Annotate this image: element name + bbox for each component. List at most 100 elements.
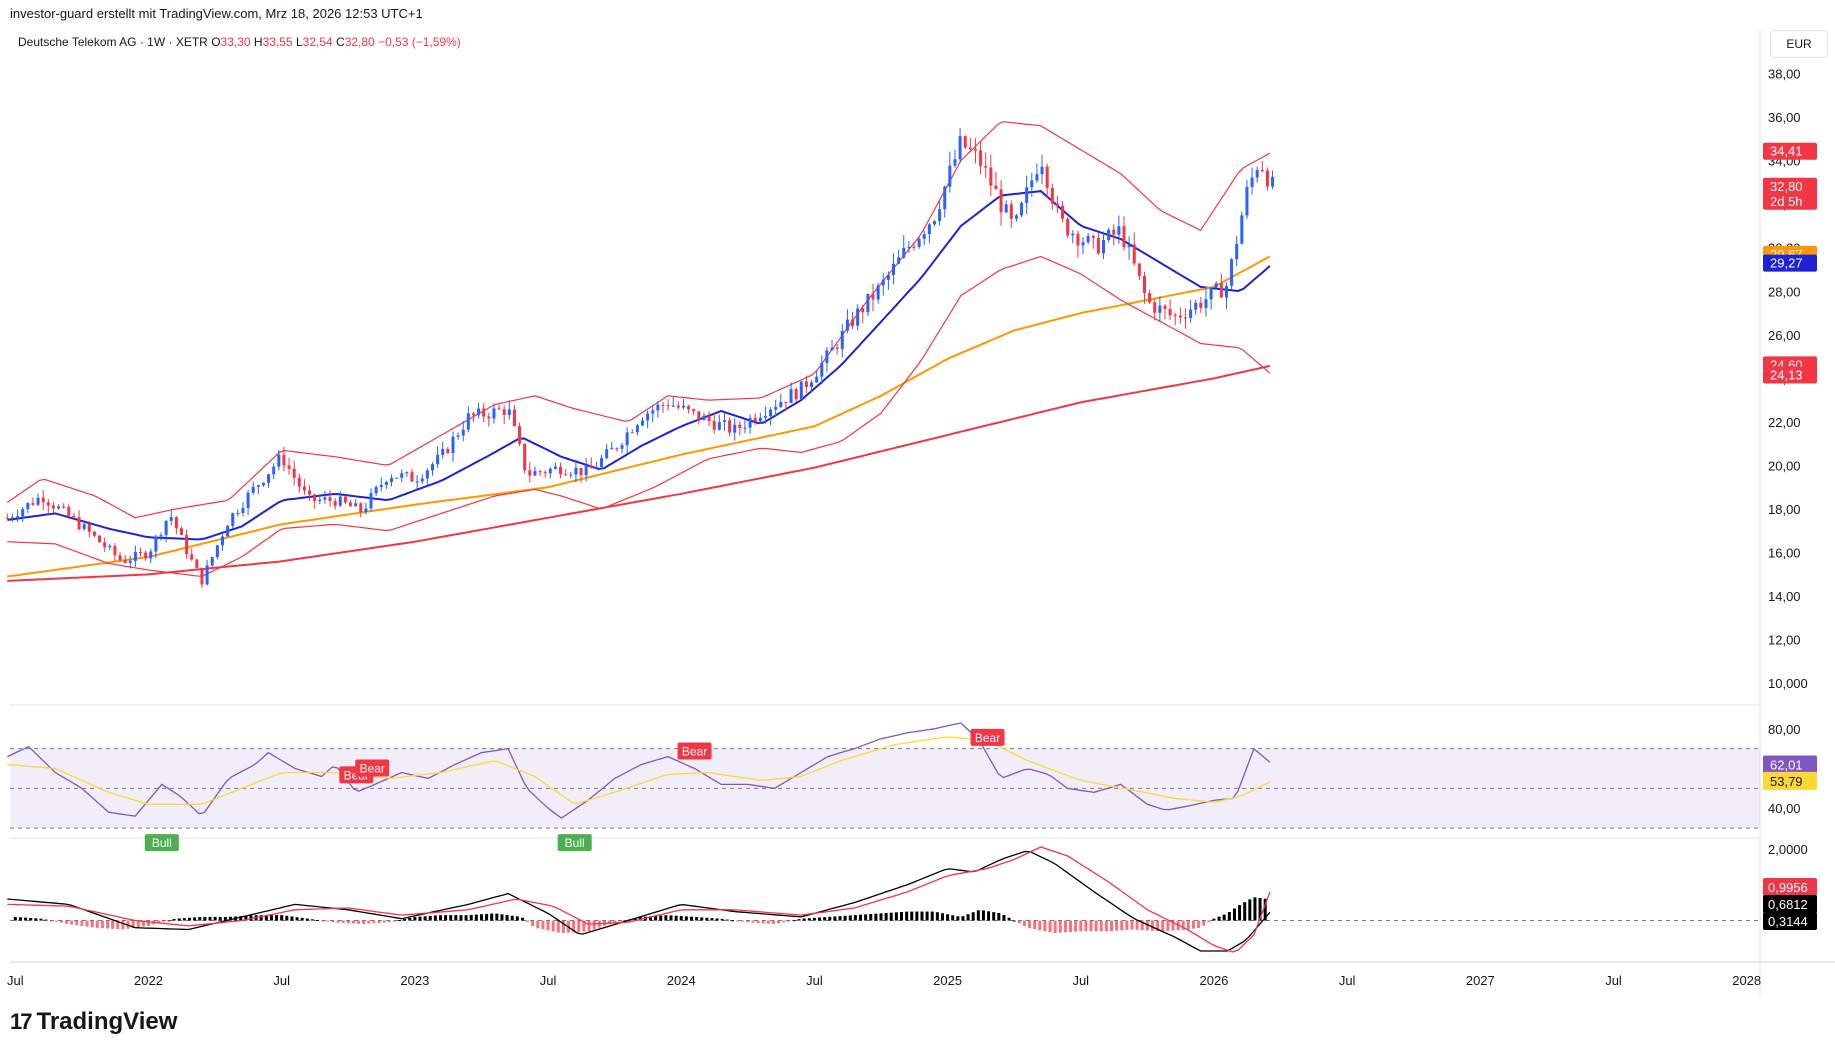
- price-tick-label: 18,00: [1768, 502, 1801, 517]
- price-label: 34,41: [1770, 144, 1803, 159]
- macd-histogram-bar: [321, 920, 325, 922]
- macd-histogram-bar: [1258, 898, 1262, 921]
- macd-histogram-bar: [561, 920, 565, 933]
- attribution-text: investor-guard erstellt mit TradingView.…: [10, 6, 423, 21]
- macd-histogram-bar: [13, 916, 17, 921]
- macd-value-label: 0,9956: [1768, 880, 1808, 895]
- candle-body: [927, 224, 931, 235]
- rsi-value-label: 53,79: [1770, 774, 1803, 789]
- candle-body: [502, 409, 506, 416]
- high-value: 33,55: [262, 35, 293, 49]
- candle-body: [16, 516, 20, 518]
- macd-histogram-bar: [392, 920, 396, 922]
- macd-histogram-bar: [1263, 898, 1267, 921]
- candle-body: [292, 468, 296, 478]
- divergence-label-box: [557, 834, 592, 852]
- candle-body: [374, 486, 378, 494]
- currency-button[interactable]: EUR: [1770, 30, 1828, 58]
- candle-body: [31, 502, 35, 505]
- candle-body: [77, 517, 81, 530]
- candle-body: [1163, 305, 1167, 309]
- macd-histogram-bar: [613, 920, 617, 923]
- candle-body: [1014, 215, 1018, 219]
- divergence-label: Bear: [975, 731, 1000, 745]
- candle-body: [671, 405, 675, 407]
- open-value: 33,30: [220, 35, 251, 49]
- candle-body: [810, 382, 814, 387]
- candle-body: [897, 257, 901, 264]
- candle-body: [538, 471, 542, 473]
- macd-histogram-bar: [951, 915, 955, 921]
- macd-histogram-bar: [316, 919, 320, 921]
- price-tick-label: 26,00: [1768, 328, 1801, 343]
- candle-body: [748, 417, 752, 428]
- candle-body: [943, 186, 947, 210]
- macd-histogram-bar: [469, 914, 473, 921]
- candle-body: [938, 209, 942, 222]
- candle-body: [630, 432, 634, 434]
- macd-value-box: [1763, 912, 1817, 930]
- price-label: 24,13: [1770, 368, 1803, 383]
- time-tick-label: 2022: [134, 973, 163, 988]
- macd-histogram-bar: [495, 913, 499, 921]
- macd-histogram-bar: [1207, 920, 1211, 923]
- candle-body: [415, 481, 419, 483]
- candle-body: [825, 350, 829, 363]
- candle-body: [333, 500, 337, 506]
- time-tick-label: Jul: [540, 973, 557, 988]
- candle-body: [1055, 203, 1059, 206]
- candle-body: [620, 445, 624, 449]
- macd-histogram-bar: [648, 916, 652, 921]
- candle-body: [605, 449, 609, 459]
- candle-body: [600, 458, 604, 467]
- macd-histogram-bar: [1171, 920, 1175, 931]
- candle-body: [1189, 309, 1193, 318]
- candle-body: [1158, 305, 1162, 313]
- tradingview-brand[interactable]: 17 TradingView: [10, 1008, 177, 1036]
- macd-histogram-bar: [116, 920, 120, 930]
- candle-body: [226, 525, 230, 537]
- macd-value-box: [1763, 895, 1817, 913]
- candle-body: [1240, 215, 1244, 244]
- macd-histogram-bar: [1150, 920, 1154, 931]
- candle-body: [277, 454, 281, 467]
- candle-body: [979, 150, 983, 166]
- candle-body: [492, 408, 496, 419]
- macd-histogram-bar: [59, 920, 63, 923]
- macd-histogram-bar: [1048, 920, 1052, 933]
- macd-value-label: 0,6812: [1768, 897, 1808, 912]
- candle-body: [354, 503, 358, 507]
- macd-histogram-bar: [536, 920, 540, 929]
- macd-histogram-bar: [259, 915, 263, 921]
- candle-body: [722, 420, 726, 422]
- tradingview-name: TradingView: [36, 1008, 178, 1035]
- macd-histogram-bar: [131, 920, 135, 928]
- macd-histogram-bar: [172, 919, 176, 921]
- macd-histogram-bar: [894, 912, 898, 921]
- candle-body: [1214, 283, 1218, 288]
- macd-histogram-bar: [331, 920, 335, 923]
- macd-histogram-bar: [505, 915, 509, 921]
- price-line-bb-lower: [7, 255, 1271, 577]
- candle-body: [579, 467, 583, 476]
- divergence-label: Bull: [152, 836, 172, 850]
- candle-body: [149, 551, 153, 559]
- macd-histogram-bar: [1130, 920, 1134, 930]
- macd-histogram-bar: [346, 920, 350, 924]
- macd-histogram-bar: [24, 917, 28, 921]
- candle-body: [994, 185, 998, 190]
- macd-histogram-bar: [879, 913, 883, 921]
- macd-histogram-bar: [70, 920, 74, 925]
- rsi-line-rsi: [7, 722, 1271, 819]
- macd-histogram-bar: [833, 916, 837, 921]
- candle-body: [231, 513, 235, 526]
- macd-value-box: [1763, 878, 1817, 896]
- candle-body: [323, 497, 327, 500]
- macd-histogram-bar: [1028, 920, 1032, 929]
- candle-body: [1045, 166, 1049, 188]
- macd-histogram-bar: [300, 917, 304, 921]
- candle-body: [989, 167, 993, 186]
- candle-body: [661, 404, 665, 406]
- candle-body: [1235, 243, 1239, 260]
